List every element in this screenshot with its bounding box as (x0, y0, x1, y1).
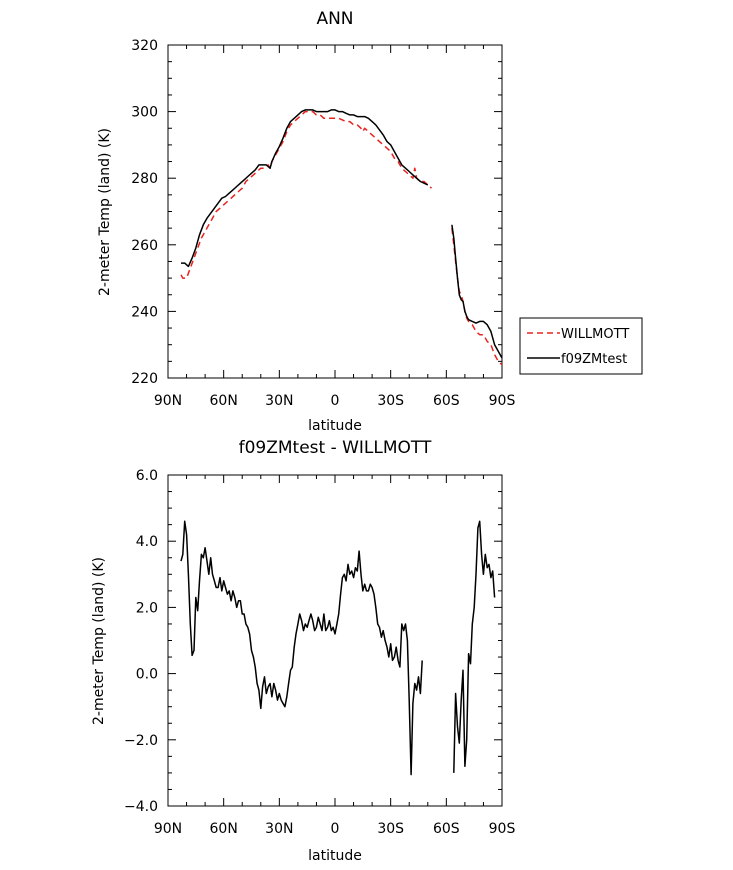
top-chart-plot: 90N 60N 30N 0 30S 60S 90S 220 240 260 280 300 320 (131, 38, 515, 409)
top-y-tick-label: 220 (131, 371, 158, 387)
legend: WILLMOTT f09ZMtest (519, 317, 643, 375)
top-chart-title: ANN (316, 9, 353, 29)
top-series-f09zmtest-line (451, 224, 503, 359)
bottom-series-difference-line (180, 520, 423, 776)
bottom-chart-title: f09ZMtest - WILLMOTT (239, 438, 432, 458)
top-x-tick-label: 90S (489, 393, 516, 409)
bottom-y-tick-label: 4.0 (136, 534, 158, 550)
top-y-tick-label: 240 (131, 304, 158, 320)
bottom-y-tick-label: 0.0 (136, 667, 158, 683)
bottom-y-tick-label: −4.0 (124, 799, 158, 815)
bottom-chart-frame (167, 474, 503, 807)
bottom-x-tick-label: 60N (210, 821, 238, 837)
bottom-x-tick-label: 90N (154, 821, 182, 837)
bottom-x-tick-label: 0 (331, 821, 340, 837)
bottom-chart-plot: 90N 60N 30N 0 30S 60S 90S −4.0 −2.0 0.0 2.0 4.0 6.0 (124, 468, 515, 837)
top-chart-y-axis-label: 2-meter Temp (land) (K) (97, 128, 113, 296)
bottom-series-difference-line (453, 520, 496, 773)
bottom-x-tick-label: 30S (377, 821, 404, 837)
legend-label-f09zmtest: f09ZMtest (561, 352, 627, 367)
top-y-tick-label: 280 (131, 171, 158, 187)
top-x-tick-label: 90N (154, 393, 182, 409)
legend-box (519, 317, 643, 375)
bottom-x-tick-label: 90S (489, 821, 516, 837)
top-x-tick-label: 60S (433, 393, 460, 409)
bottom-x-tick-label: 30N (265, 821, 293, 837)
top-series-f09zmtest-line (181, 109, 429, 268)
top-chart-x-axis-label: latitude (308, 418, 362, 434)
bottom-y-tick-label: 6.0 (136, 468, 158, 484)
top-y-tick-label: 320 (131, 38, 158, 54)
top-x-tick-label: 0 (331, 393, 340, 409)
top-y-tick-label: 300 (131, 105, 158, 121)
top-y-tick-label: 260 (131, 238, 158, 254)
bottom-x-tick-label: 60S (433, 821, 460, 837)
top-x-tick-label: 30S (377, 393, 404, 409)
top-chart-frame (167, 44, 503, 379)
bottom-y-tick-label: −2.0 (124, 733, 158, 749)
top-series-willmott-line (180, 110, 432, 279)
top-x-tick-label: 30N (265, 393, 293, 409)
bottom-chart-x-axis-label: latitude (308, 848, 362, 864)
legend-label-willmott: WILLMOTT (561, 327, 629, 342)
top-x-tick-label: 60N (210, 393, 238, 409)
bottom-y-tick-label: 2.0 (136, 600, 158, 616)
bottom-chart-y-axis-label: 2-meter Temp (land) (K) (91, 557, 107, 725)
